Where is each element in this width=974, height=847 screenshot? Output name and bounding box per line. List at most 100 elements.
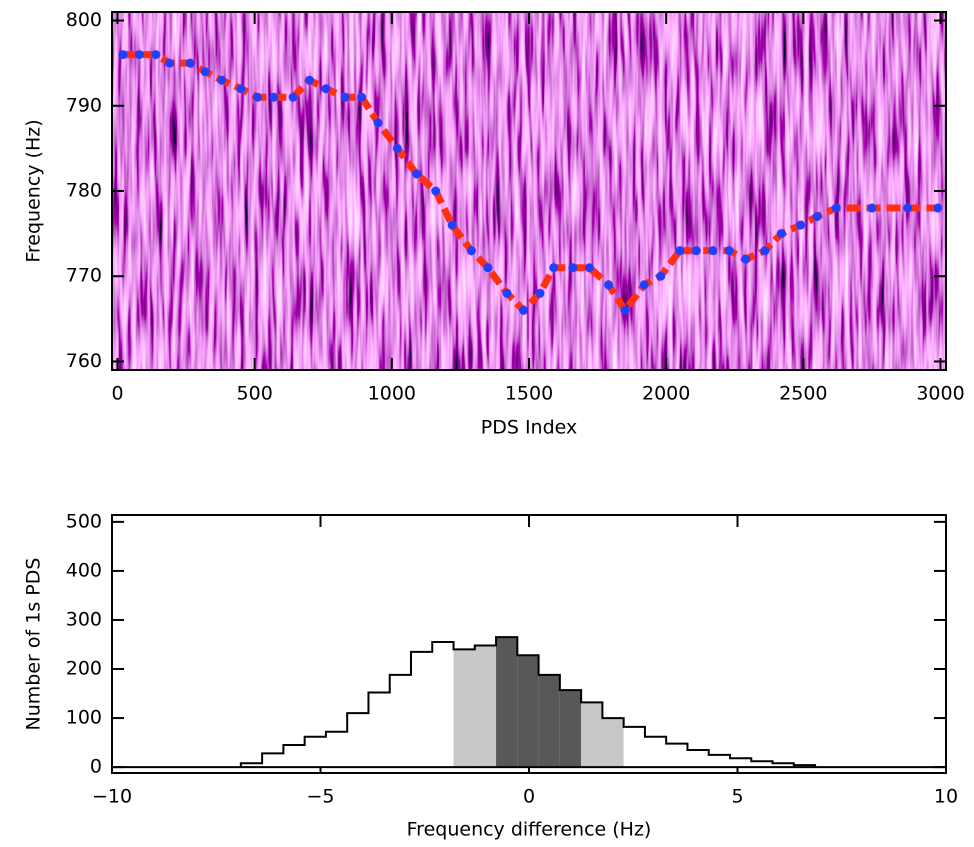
data-point xyxy=(236,84,246,94)
data-point xyxy=(867,203,877,213)
data-point xyxy=(549,263,559,273)
data-point xyxy=(165,58,175,68)
data-point xyxy=(776,229,786,239)
data-point xyxy=(466,246,476,256)
spectrogram-background xyxy=(112,12,946,370)
x-tick-label: 3000 xyxy=(916,383,964,405)
data-point xyxy=(357,92,367,102)
plot-frame xyxy=(111,514,947,774)
data-point xyxy=(252,92,262,102)
y-axis-label: Frequency (Hz) xyxy=(23,119,45,262)
data-point xyxy=(535,288,545,298)
data-point xyxy=(519,305,529,315)
histogram-bar xyxy=(262,753,284,768)
data-point xyxy=(760,246,770,256)
data-point xyxy=(373,118,383,128)
x-axis-label: Frequency difference (Hz) xyxy=(407,819,652,841)
histogram-bar xyxy=(283,745,305,768)
x-tick-label: 0 xyxy=(523,786,535,808)
data-point xyxy=(708,246,718,256)
data-point xyxy=(392,143,402,153)
y-tick-label: 400 xyxy=(66,559,102,581)
y-tick-label: 0 xyxy=(90,756,102,778)
histogram-bar xyxy=(772,763,794,768)
histogram-bar xyxy=(708,754,730,768)
histogram-bar xyxy=(581,702,603,768)
histogram-bar xyxy=(644,736,667,768)
y-tick-label: 780 xyxy=(66,180,102,202)
data-point xyxy=(118,50,128,60)
data-point xyxy=(656,271,666,281)
data-point xyxy=(200,67,210,77)
x-tick-label: 10 xyxy=(934,786,958,808)
histogram-bar xyxy=(347,713,369,768)
histogram-bar xyxy=(432,642,454,768)
data-point xyxy=(675,246,685,256)
y-tick-label: 100 xyxy=(66,707,102,729)
data-point xyxy=(831,203,841,213)
x-tick-label: 2000 xyxy=(642,383,690,405)
data-point xyxy=(134,50,144,60)
data-point xyxy=(321,84,331,94)
histogram-bar xyxy=(410,651,433,768)
data-point xyxy=(217,75,227,85)
histogram-bar xyxy=(496,637,518,768)
histogram-bar xyxy=(474,645,497,768)
data-point xyxy=(724,246,734,256)
data-point xyxy=(691,246,701,256)
x-tick-label: 2500 xyxy=(779,383,827,405)
y-axis-label: Number of 1s PDS xyxy=(23,558,45,731)
x-tick-label: 1000 xyxy=(368,383,416,405)
histogram-bar xyxy=(304,736,326,768)
data-point xyxy=(483,263,493,273)
data-point xyxy=(447,220,457,230)
data-point xyxy=(288,92,298,102)
data-point xyxy=(340,92,350,102)
data-point xyxy=(741,254,751,264)
x-tick-label: 1500 xyxy=(505,383,553,405)
data-point xyxy=(639,280,649,290)
x-tick-label: −10 xyxy=(92,786,132,808)
histogram-bar xyxy=(602,718,624,768)
y-tick-label: 500 xyxy=(66,510,102,532)
x-tick-label: 500 xyxy=(237,383,273,405)
histogram-bar xyxy=(559,690,582,768)
y-tick-label: 300 xyxy=(66,608,102,630)
y-tick-label: 200 xyxy=(66,658,102,680)
histogram-outline xyxy=(239,636,817,768)
data-point xyxy=(502,288,512,298)
data-point xyxy=(185,58,195,68)
data-point xyxy=(584,263,594,273)
data-point xyxy=(151,50,161,60)
histogram-bar xyxy=(240,763,263,768)
data-point xyxy=(305,75,315,85)
y-tick-label: 760 xyxy=(66,350,102,372)
histogram-bar xyxy=(729,758,752,768)
data-point xyxy=(933,203,943,213)
x-tick-label: 0 xyxy=(111,383,123,405)
x-axis-label: PDS Index xyxy=(481,417,578,439)
y-tick-label: 790 xyxy=(66,94,102,116)
data-point xyxy=(412,169,422,179)
data-point xyxy=(812,212,822,222)
x-tick-label: 5 xyxy=(731,786,743,808)
histogram-bar xyxy=(368,692,390,768)
data-point xyxy=(620,305,630,315)
plot-frame xyxy=(111,11,947,371)
histogram-bar xyxy=(389,674,411,768)
histogram-bar xyxy=(666,743,688,768)
histogram-bar xyxy=(751,761,773,768)
histogram-bar xyxy=(538,674,560,768)
x-tick-label: −5 xyxy=(306,786,334,808)
histogram-bar xyxy=(623,726,645,768)
data-point xyxy=(568,263,578,273)
data-point xyxy=(431,186,441,196)
histogram-bar xyxy=(325,731,348,768)
histogram-bar xyxy=(517,655,539,768)
histogram-bar xyxy=(687,749,709,768)
y-tick-label: 800 xyxy=(66,9,102,31)
data-point xyxy=(796,220,806,230)
histogram-bar xyxy=(453,649,475,768)
y-tick-label: 770 xyxy=(66,265,102,287)
data-point xyxy=(903,203,913,213)
